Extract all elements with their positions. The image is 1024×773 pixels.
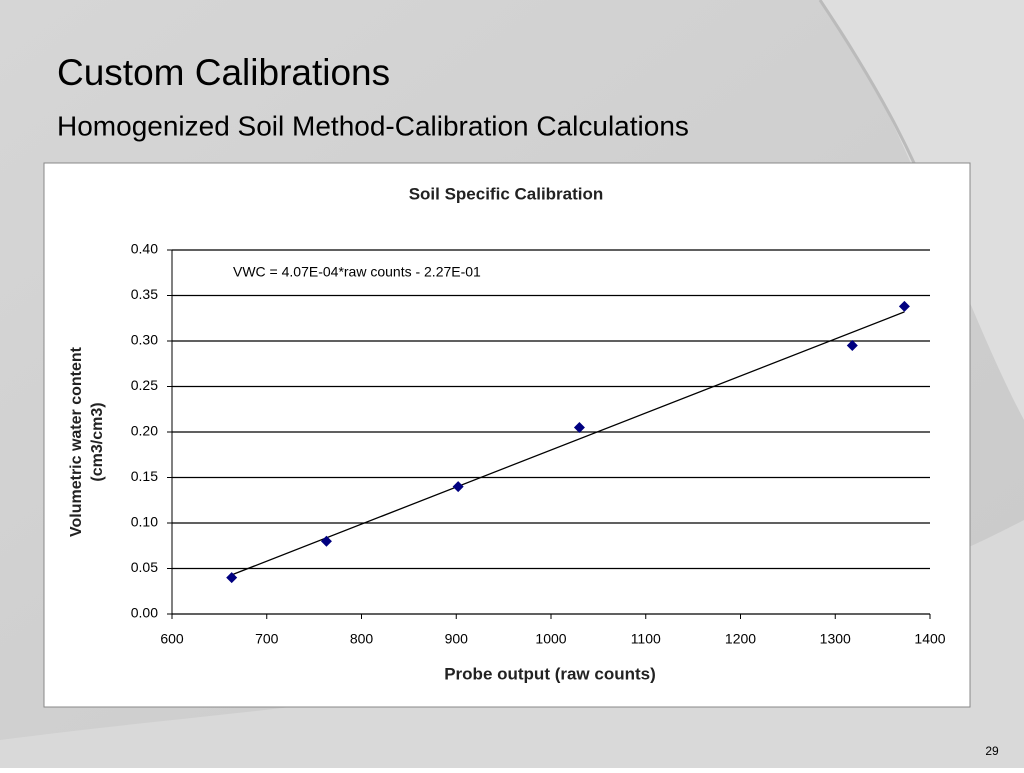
slide-subtitle: Homogenized Soil Method-Calibration Calc… <box>57 110 689 141</box>
y-axis-label-line: (cm3/cm3) <box>89 402 106 481</box>
x-tick-label: 1200 <box>725 631 756 647</box>
x-tick-label: 1400 <box>914 631 945 647</box>
decor <box>820 0 1024 420</box>
x-axis-label: Probe output (raw counts) <box>444 664 656 683</box>
y-tick-label: 0.35 <box>131 286 158 302</box>
chart-title: Soil Specific Calibration <box>409 184 604 203</box>
y-tick-label: 0.20 <box>131 423 158 439</box>
x-tick-label: 700 <box>255 631 279 647</box>
y-axis-label: Volumetric water content (cm3/cm3) <box>68 346 106 537</box>
x-tick-label: 1000 <box>535 631 566 647</box>
chart-frame <box>43 162 971 708</box>
page-number: 29 <box>985 744 999 758</box>
data-point <box>226 572 238 584</box>
data-point <box>846 340 858 352</box>
y-tick-label: 0.30 <box>131 332 158 348</box>
y-tick-label: 0.25 <box>131 377 158 393</box>
trendline <box>231 311 905 576</box>
x-tick-label: 600 <box>160 631 184 647</box>
x-tick-label: 900 <box>445 631 469 647</box>
y-axis-label-line: Volumetric water content <box>68 346 85 537</box>
x-tick-label: 1100 <box>631 631 661 647</box>
y-tick-label: 0.05 <box>131 559 158 575</box>
data-point <box>898 300 910 312</box>
x-tick-label: 800 <box>350 631 374 647</box>
y-tick-label: 0.00 <box>131 605 158 621</box>
data-point <box>573 421 585 433</box>
x-tick-label: 1300 <box>820 631 851 647</box>
annotation: VWC = 4.07E-04*raw counts - 2.27E-01 <box>233 264 481 280</box>
data-point <box>452 481 464 493</box>
data-point <box>320 535 332 547</box>
y-tick-label: 0.15 <box>131 468 158 484</box>
y-tick-label: 0.40 <box>131 241 158 257</box>
y-tick-label: 0.10 <box>131 514 158 530</box>
slide-title: Custom Calibrations <box>57 52 390 93</box>
